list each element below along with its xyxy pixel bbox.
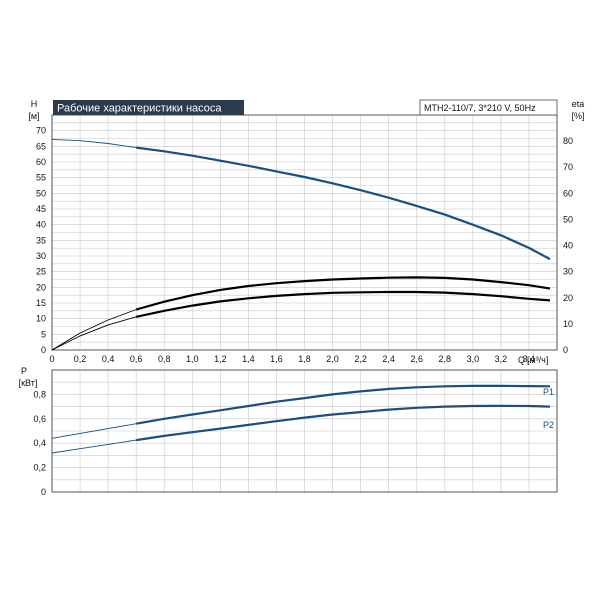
y2-axis-unit: [%]: [571, 111, 584, 121]
x-tick-label: 0,8: [158, 354, 171, 364]
y-tick-label: 25: [36, 267, 46, 277]
x-tick-label: 1,4: [242, 354, 255, 364]
model-label: MTH2-110/7, 3*210 V, 50Hz: [424, 103, 536, 113]
y2-tick-label: 70: [563, 162, 573, 172]
power-axis-label: P: [21, 366, 27, 376]
y-tick-label: 0: [41, 345, 46, 355]
x-tick-label: 2,0: [326, 354, 339, 364]
eta-curve-2-thin-line: [51, 291, 551, 351]
power-tick-label: 0: [41, 487, 46, 497]
head-curve-operating-line: [136, 146, 551, 261]
y2-tick-label: 60: [563, 188, 573, 198]
bottom-chart-series: [51, 384, 551, 454]
y-tick-label: 40: [36, 220, 46, 230]
eta-curve-2-operating-line: [135, 290, 551, 318]
x-tick-label: 2,8: [439, 354, 452, 364]
y2-tick-label: 40: [563, 241, 573, 251]
y-tick-label: 55: [36, 173, 46, 183]
y2-tick-label: 10: [563, 319, 573, 329]
y-axis-label: H: [31, 99, 38, 109]
power-tick-label: 0,8: [33, 389, 46, 399]
x-tick-label: 3,0: [467, 354, 480, 364]
x-tick-label: 0,6: [130, 354, 143, 364]
power-p2-curve-operating-line: [136, 404, 551, 442]
chart-title: Рабочие характеристики насоса: [57, 103, 222, 115]
model-label-box: [419, 99, 558, 116]
y-tick-label: 45: [36, 204, 46, 214]
x-tick-label: 1,8: [298, 354, 311, 364]
x-tick-label: 0,2: [74, 354, 87, 364]
y-tick-label: 35: [36, 235, 46, 245]
y-tick-label: 5: [41, 329, 46, 339]
y2-tick-label: 50: [563, 214, 573, 224]
y-axis-unit: [м]: [28, 111, 39, 121]
x-tick-label: 2,6: [410, 354, 423, 364]
x-axis-unit: [м³/ч]: [527, 355, 548, 365]
power-tick-label: 0,2: [33, 463, 46, 473]
y-tick-label: 10: [36, 314, 46, 324]
y-tick-label: 70: [36, 126, 46, 136]
y-tick-label: 15: [36, 298, 46, 308]
power-p1-curve-operating-line: [136, 384, 551, 425]
y-tick-label: 60: [36, 157, 46, 167]
top-chart-series: [51, 138, 551, 351]
x-tick-label: 1,6: [270, 354, 283, 364]
x-tick-label: 3,2: [495, 354, 508, 364]
x-tick-label: 1,2: [214, 354, 227, 364]
top-chart-tick-labels: 0 0,2 0,4 0,6 0,8 1,0 1,2 1,4 1,6 1,8 2,0 2,2 2,4 2,6…: [36, 126, 573, 364]
series-label-p2: P2: [543, 420, 554, 430]
eta-curve-1-thin-line: [51, 276, 551, 351]
bottom-chart-grid: [51, 370, 557, 492]
x-axis-label: Q: [518, 355, 525, 365]
y-tick-label: 50: [36, 188, 46, 198]
y-tick-label: 20: [36, 282, 46, 292]
x-tick-label: 2,4: [382, 354, 395, 364]
y2-axis-label: eta: [572, 99, 585, 109]
chart-title-background: [53, 100, 244, 115]
y-tick-label: 30: [36, 251, 46, 261]
head-curve-thin-line: [51, 138, 551, 260]
eta-curve-1-operating-line: [135, 276, 551, 311]
y2-tick-label: 20: [563, 293, 573, 303]
y2-tick-label: 80: [563, 136, 573, 146]
y-tick-label: 65: [36, 141, 46, 151]
x-tick-label: 3,4: [523, 354, 536, 364]
x-tick-label: 0: [49, 354, 54, 364]
power-tick-label: 0,6: [33, 414, 46, 424]
bottom-chart-frame: [51, 369, 558, 493]
power-tick-label: 0,4: [33, 438, 46, 448]
y2-tick-label: 0: [563, 345, 568, 355]
power-p1-curve-thin-line: [51, 385, 551, 439]
power-axis-unit: [кВт]: [19, 378, 38, 388]
y2-tick-label: 30: [563, 267, 573, 277]
x-tick-label: 0,4: [102, 354, 115, 364]
bottom-chart-tick-labels: 0 0,2 0,4 0,6 0,8: [33, 389, 46, 497]
power-p2-curve-thin-line: [51, 405, 551, 454]
x-tick-label: 2,2: [354, 354, 367, 364]
top-chart-grid: [51, 115, 557, 350]
top-chart-frame: [51, 114, 558, 351]
series-label-p1: P1: [543, 387, 554, 397]
x-tick-label: 1,0: [186, 354, 199, 364]
